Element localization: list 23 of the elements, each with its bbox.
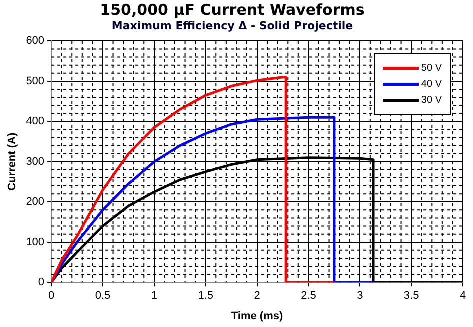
x-tick-label: 3.5 (404, 290, 420, 302)
x-axis-title: Time (ms) (231, 310, 284, 322)
x-tick-label: 2.5 (301, 290, 316, 302)
legend-label: 30 V (421, 94, 442, 106)
x-tick-label: 1 (151, 290, 158, 302)
x-tick-label: 0 (48, 290, 55, 302)
legend-label: 40 V (421, 78, 442, 90)
y-axis-title: Current (A) (6, 132, 19, 191)
y-tick-label: 500 (26, 75, 45, 88)
y-tick-label: 300 (26, 156, 45, 168)
y-tick-label: 100 (26, 236, 45, 248)
y-tick-label: 0 (38, 276, 45, 289)
x-tick-label: 3 (357, 290, 364, 302)
x-tick-label: 4 (460, 290, 466, 302)
y-tick-label: 200 (26, 196, 45, 208)
y-tick-label: 600 (26, 35, 45, 48)
chart-subtitle: Maximum Efficiency Δ - Solid Projectile (112, 19, 354, 32)
x-tick-label: 2 (254, 290, 260, 302)
legend-label: 50 V (421, 62, 442, 74)
x-tick-label: 0.5 (95, 290, 111, 302)
y-tick-label: 400 (26, 116, 45, 128)
x-tick-label: 1.5 (198, 290, 214, 302)
chart-title: 150,000 µF Current Waveforms (100, 0, 365, 19)
